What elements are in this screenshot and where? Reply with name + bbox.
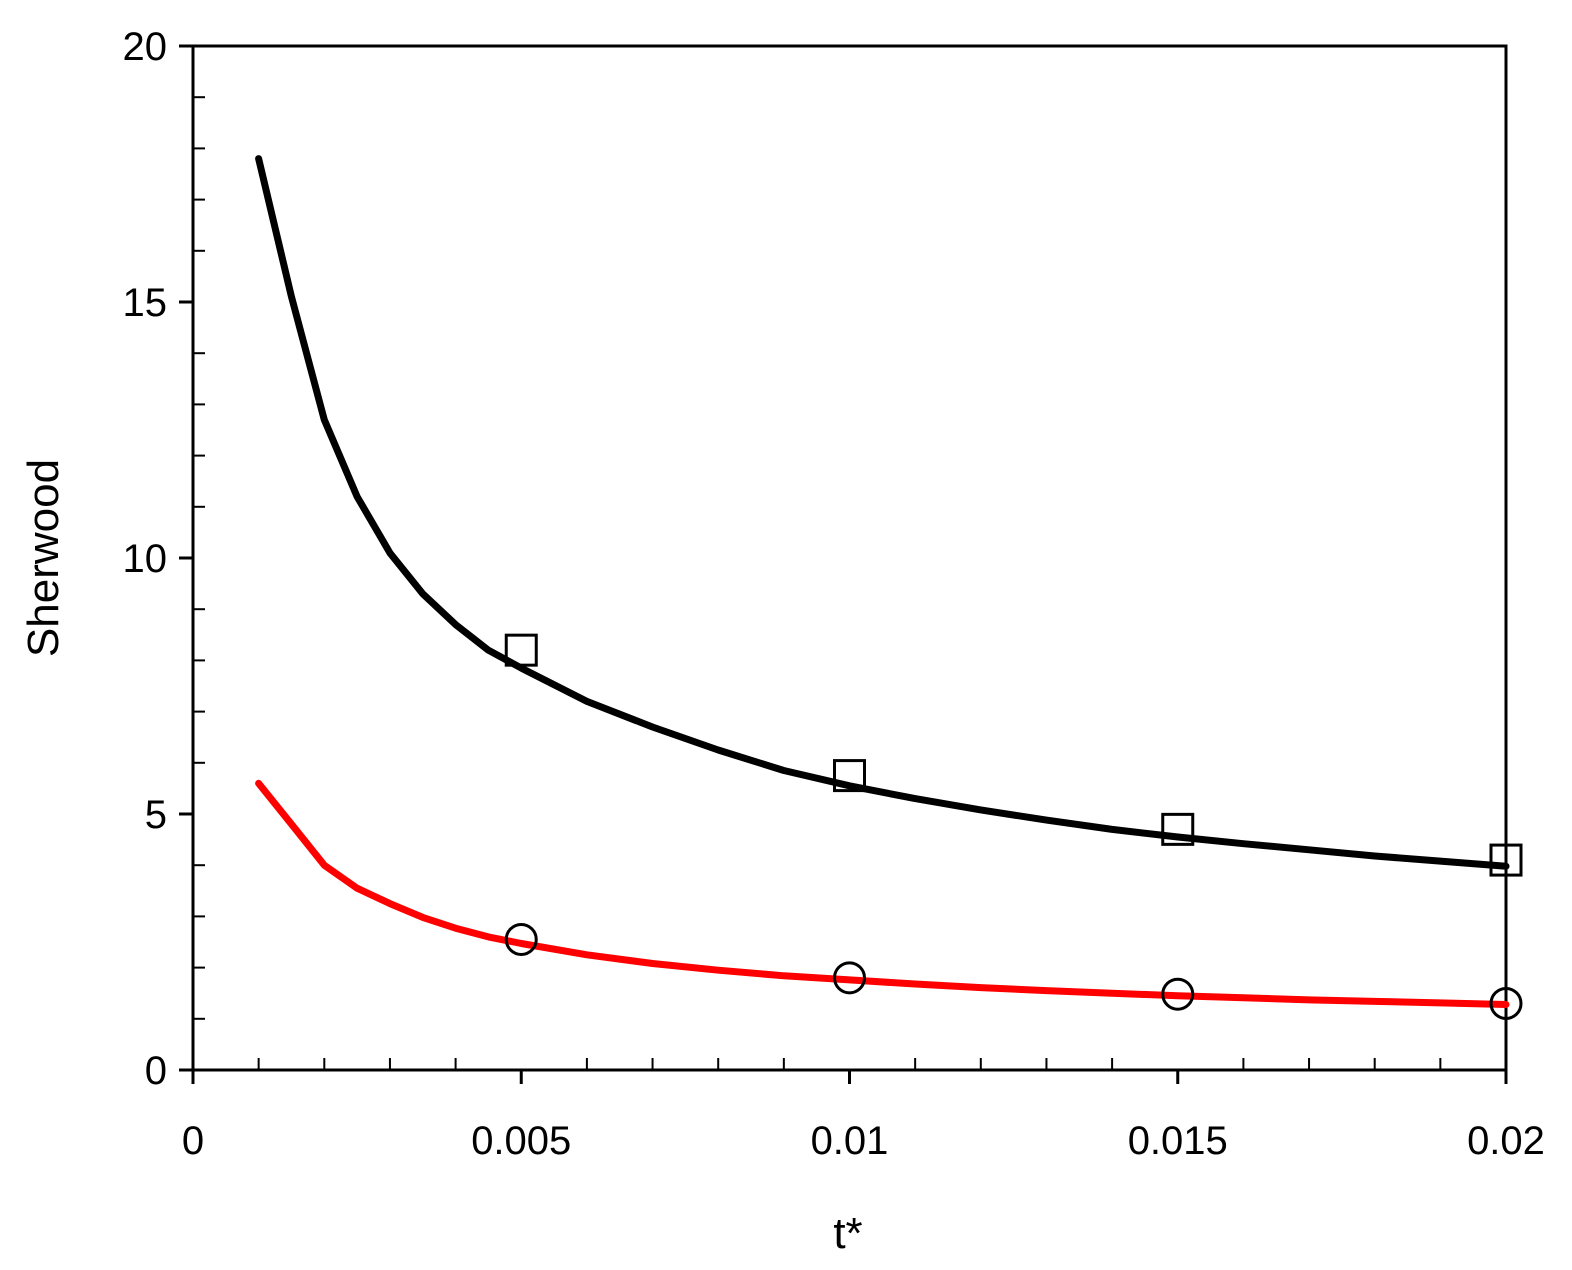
square-marker [504,633,538,667]
square-marker [1489,843,1523,877]
minor-ticks [179,44,1508,1084]
x-tick-label: 0.005 [471,1119,571,1163]
series-layer [255,155,1510,1008]
x-tick-labels: 0 0.005 0.01 0.015 0.02 [182,1119,1545,1163]
y-tick-label: 15 [123,281,168,325]
series-line-0 [255,155,1510,870]
y-tick-label: 0 [145,1049,167,1093]
square-marker [1161,812,1195,846]
x-tick-label: 0.015 [1128,1119,1228,1163]
circle-marker [504,922,538,956]
y-axis-title: Sherwood [19,459,68,657]
circle-marker [1489,986,1523,1020]
series-line-1 [255,779,1510,1008]
circle-marker [833,961,866,995]
x-axis-title: t* [833,1209,862,1258]
y-tick-label: 20 [123,25,168,69]
x-tick-label: 0.01 [811,1119,889,1163]
circle-marker [1161,977,1195,1011]
x-tick-label: 0.02 [1467,1119,1545,1163]
markers-layer [504,633,1523,1020]
y-tick-labels: 0 5 10 15 20 [123,25,168,1093]
x-tick-label: 0 [182,1119,204,1163]
square-marker [833,759,866,793]
y-tick-label: 10 [123,537,168,581]
y-tick-label: 5 [145,793,167,837]
